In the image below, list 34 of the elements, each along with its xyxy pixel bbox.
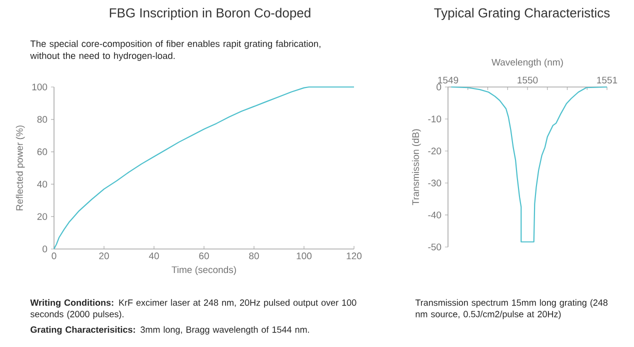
x-tick-label: 1551 — [597, 76, 618, 84]
y-axis-title: Reflected power (%) — [16, 126, 25, 210]
x-axis-title: Time (seconds) — [172, 266, 236, 275]
x-tick-label: 1549 — [438, 76, 458, 84]
text: Writing Conditions: KrF excimer laser at 248 nm, 20Hz pulsed output over 100 seconds (2000 pulses). — [30, 299, 356, 320]
y-tick-label: -10 — [428, 116, 442, 122]
chart-title: Typical Grating Characteristics — [434, 8, 610, 20]
text: Grating Characterisitics: 3mm long, Bragg wavelength of 1544 nm. — [30, 326, 309, 335]
chart-subtitle: The special core-composition of fiber enables rapit grating fabrication, without the need to hydrogen-load. — [30, 40, 320, 61]
x-tick-label: 100 — [296, 252, 312, 260]
x-axis-title: Wavelength (nm) — [492, 58, 563, 68]
y-tick-label: 0 — [42, 246, 48, 252]
y-tick-label: 80 — [37, 116, 48, 123]
line-series — [450, 86, 608, 242]
y-tick-label: 60 — [37, 148, 48, 156]
y-tick-label: -40 — [428, 212, 442, 218]
x-tick-label: 60 — [199, 252, 209, 260]
y-tick-label: 0 — [436, 84, 442, 90]
y-tick-label: -30 — [428, 180, 442, 186]
text: Transmission spectrum 15mm long grating (248 nm source, 0.5J/cm2/pulse at 20Hz) — [415, 299, 608, 320]
x-tick-label: 80 — [249, 252, 259, 260]
y-tick-label: 40 — [37, 180, 48, 188]
x-tick-label: 0 — [52, 252, 56, 260]
x-tick-label: 120 — [346, 252, 362, 260]
x-tick-label: 20 — [99, 252, 109, 260]
y-tick-label: -50 — [428, 244, 442, 250]
chart-title: FBG Inscription in Boron Co-doped — [110, 8, 310, 20]
line-series — [53, 86, 355, 250]
x-tick-label: 1550 — [518, 76, 538, 84]
y-tick-label: -20 — [428, 148, 442, 154]
x-tick-label: 40 — [148, 252, 159, 260]
y-tick-label: 100 — [32, 84, 48, 90]
y-tick-label: 20 — [37, 213, 48, 220]
y-axis-title: Transmission (dB) — [412, 129, 421, 206]
